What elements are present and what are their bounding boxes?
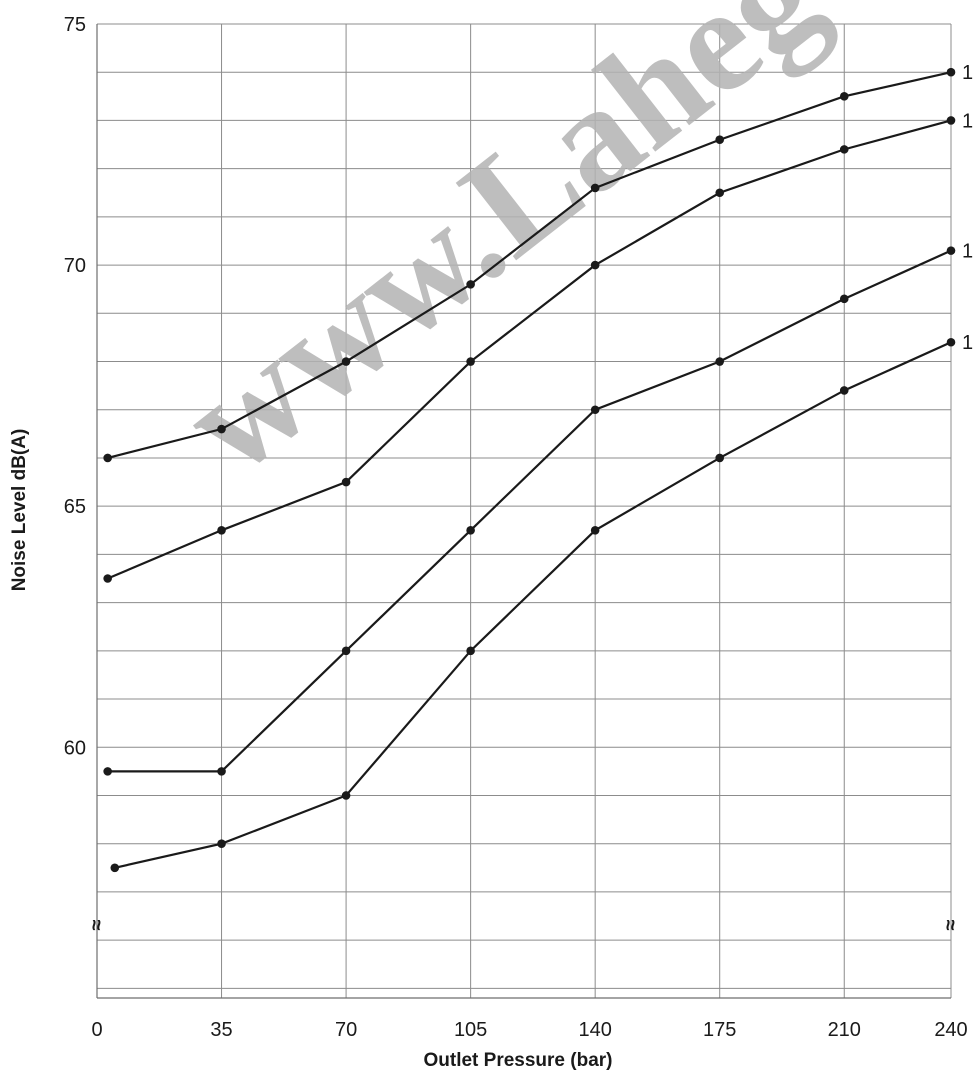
y-axis-ticks: 60 65 70 75 <box>64 14 86 759</box>
x-tick-label: 240 <box>934 1019 967 1041</box>
data-point <box>590 183 600 193</box>
data-point <box>217 424 226 434</box>
y-tick-label: 65 <box>64 496 86 518</box>
x-axis-ticks: 0 35 70 105 140 175 210 240 <box>91 1019 967 1041</box>
data-point <box>103 767 112 776</box>
data-point <box>466 646 475 656</box>
data-point <box>341 646 351 656</box>
series-label: 1 <box>962 110 973 132</box>
data-point <box>946 67 956 77</box>
x-axis-title: Outlet Pressure (bar) <box>424 1050 613 1071</box>
series-line <box>107 71 952 460</box>
x-tick-label: 35 <box>210 1019 232 1041</box>
data-point <box>715 453 725 463</box>
grid <box>96 23 952 998</box>
data-point <box>103 574 112 583</box>
y-tick-label: 70 <box>64 255 86 277</box>
data-point <box>590 525 600 535</box>
series-line <box>107 249 952 773</box>
axis-breaks: ≈ ≈ <box>86 919 962 930</box>
x-tick-label: 105 <box>454 1019 487 1041</box>
y-tick-label: 60 <box>64 737 86 759</box>
data-point <box>217 767 226 776</box>
axis-break-symbol: ≈ <box>940 919 962 930</box>
data-point <box>103 453 112 463</box>
data-point <box>839 294 849 304</box>
data-point <box>217 839 226 849</box>
plot-frame <box>96 24 951 999</box>
x-tick-label: 175 <box>703 1019 736 1041</box>
x-tick-label: 0 <box>91 1019 102 1041</box>
series-line <box>107 119 952 580</box>
data-point <box>590 405 600 415</box>
watermark-text: www.Laheg <box>153 0 850 506</box>
data-point <box>341 791 351 800</box>
series-label: 1 <box>962 62 973 84</box>
data-point <box>839 92 849 101</box>
series-layer: 1 1 1 1 <box>103 62 973 873</box>
data-point <box>946 116 956 125</box>
data-point <box>715 188 725 198</box>
series-4: 1 <box>110 332 973 873</box>
data-point <box>217 525 226 535</box>
data-point <box>466 525 475 535</box>
axis-break-symbol: ≈ <box>86 919 108 930</box>
data-point <box>341 357 351 366</box>
data-point <box>466 357 475 366</box>
series-1: 1 <box>103 62 973 463</box>
data-point <box>110 863 120 873</box>
watermark: www.Laheg <box>153 0 850 506</box>
data-point <box>341 477 351 487</box>
data-point <box>715 357 725 366</box>
y-tick-label: 75 <box>64 14 86 36</box>
series-line <box>114 341 952 869</box>
series-label: 1 <box>962 332 973 354</box>
data-point <box>715 135 725 145</box>
data-point <box>839 145 849 154</box>
series-label: 1 <box>962 241 973 263</box>
data-point <box>839 386 849 395</box>
series-2: 1 <box>103 110 973 583</box>
x-tick-label: 210 <box>828 1019 861 1041</box>
data-point <box>946 337 956 347</box>
x-tick-label: 140 <box>578 1019 611 1041</box>
data-point <box>590 260 600 270</box>
y-axis-title: Noise Level dB(A) <box>9 429 30 592</box>
series-3: 1 <box>103 241 973 776</box>
data-point <box>946 246 956 255</box>
data-point <box>466 280 475 289</box>
x-tick-label: 70 <box>335 1019 357 1041</box>
